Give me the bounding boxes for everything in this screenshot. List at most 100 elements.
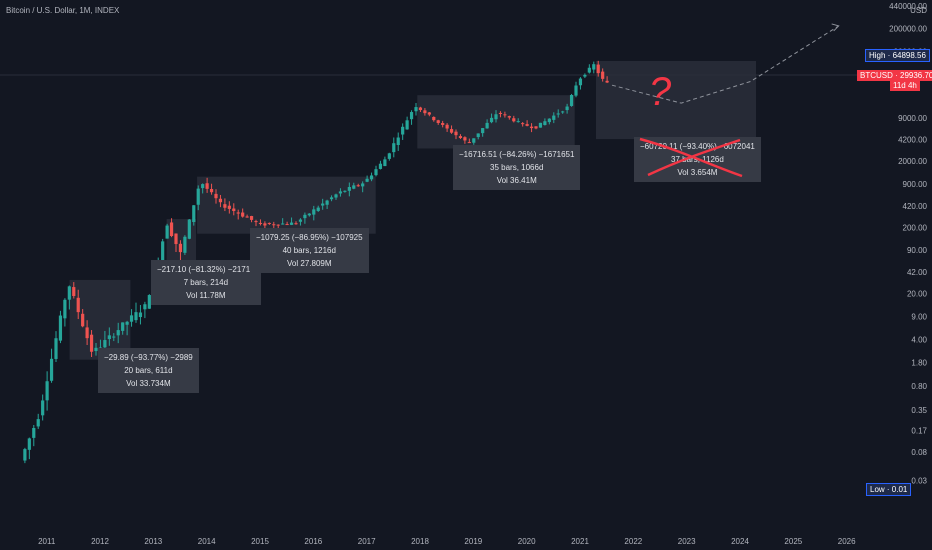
- candle-body: [245, 216, 249, 218]
- candle-body: [583, 74, 587, 77]
- candle-body: [378, 163, 383, 169]
- time-tick-label: 2020: [518, 537, 536, 546]
- high-value: 64898.56: [892, 51, 926, 60]
- candle-body: [129, 315, 134, 322]
- price-tick-label: 9.00: [911, 312, 927, 321]
- candle-body: [565, 106, 569, 111]
- time-axis[interactable]: 2011 2012 2013 2014 2015 2016 2017 2018 2019 2020…: [38, 537, 856, 546]
- candle-body: [449, 129, 454, 133]
- candle-body: [85, 327, 89, 339]
- candle-body: [445, 124, 449, 129]
- candle-body: [298, 219, 303, 222]
- candle-body: [392, 143, 396, 153]
- price-tick-label: 0.35: [911, 406, 927, 415]
- drawdown-volume: Vol 3.654M: [677, 168, 718, 177]
- candle-body: [169, 222, 174, 237]
- currency-label: USD: [910, 6, 927, 15]
- high-price-tag: High · 64898.56: [865, 49, 930, 62]
- candle-body: [592, 64, 596, 70]
- time-tick-label: 2017: [358, 537, 376, 546]
- candle-body: [174, 233, 178, 245]
- candle-body: [556, 113, 560, 115]
- candle-body: [601, 71, 605, 79]
- time-tick-label: 2018: [411, 537, 429, 546]
- candle-body: [529, 126, 534, 129]
- time-tick-label: 2019: [464, 537, 482, 546]
- candle-body: [329, 197, 334, 200]
- drawdown-label-2021: −60720.11 (−93.40%) −6072041 37 bars, 11…: [634, 137, 761, 182]
- drawdown-bars: 37 bars, 1126d: [671, 155, 724, 164]
- low-label: Low: [870, 485, 885, 494]
- candle-body: [494, 114, 498, 120]
- candle-body: [401, 126, 405, 135]
- drawdown-change: −1079.25 (−86.95%) −107925: [256, 233, 363, 242]
- candle-body: [405, 120, 409, 130]
- candle-body: [432, 116, 436, 121]
- time-tick-label: 2011: [38, 537, 56, 546]
- time-tick-label: 2013: [144, 537, 162, 546]
- candle-body: [134, 312, 138, 321]
- time-tick-label: 2025: [784, 537, 802, 546]
- candle-body: [236, 212, 240, 214]
- candle-body: [374, 169, 378, 176]
- candle-body: [316, 207, 320, 211]
- candle-body: [138, 312, 143, 318]
- price-tick-label: 1.80: [911, 359, 927, 368]
- candle-body: [521, 123, 525, 125]
- time-tick-label: 2016: [304, 537, 322, 546]
- candle-body: [121, 322, 125, 331]
- drawdown-change: −29.89 (−93.77%) −2989: [104, 353, 193, 362]
- price-tick-label: 9000.00: [898, 114, 927, 123]
- last-price-tag: BTCUSD · 29936.70: [857, 70, 932, 81]
- candle-body: [578, 78, 583, 86]
- drawdown-change: −60720.11 (−93.40%) −6072041: [640, 142, 755, 151]
- candle-body: [23, 449, 27, 461]
- candle-body: [76, 297, 80, 313]
- drawdown-bars: 35 bars, 1066d: [490, 163, 544, 172]
- candle-body: [596, 64, 600, 74]
- time-tick-label: 2021: [571, 537, 589, 546]
- candle-body: [223, 204, 227, 208]
- drawdown-volume: Vol 36.41M: [496, 176, 537, 185]
- candle-body: [352, 185, 356, 189]
- drawdown-bars: 40 bars, 1216d: [282, 246, 336, 255]
- candle-body: [178, 243, 183, 253]
- candle-body: [205, 183, 209, 189]
- question-mark-annotation: ?: [649, 70, 672, 114]
- price-tick-label: 0.80: [911, 382, 927, 391]
- candle-body: [72, 287, 76, 297]
- candle-body: [147, 295, 151, 309]
- low-value: 0.01: [891, 485, 908, 494]
- time-tick-label: 2014: [198, 537, 216, 546]
- candle-body: [312, 209, 316, 215]
- candle-body: [525, 124, 529, 126]
- candle-body: [414, 107, 418, 112]
- drawdown-volume: Vol 27.809M: [287, 259, 332, 268]
- candle-body: [423, 110, 427, 114]
- drawdown-change: −217.10 (−81.32%) −21710: [157, 265, 255, 274]
- candle-body: [276, 224, 280, 226]
- projection-arrowhead: [831, 23, 840, 32]
- bar-countdown: 11d 4h: [890, 80, 920, 91]
- candle-body: [307, 213, 311, 216]
- candle-body: [396, 137, 400, 146]
- candle-body: [58, 315, 63, 341]
- candle-body: [547, 118, 551, 123]
- candle-body: [383, 159, 387, 167]
- candle-body: [387, 153, 391, 159]
- drawdown-label-2011: −29.89 (−93.77%) −2989 20 bars, 611d Vol…: [98, 348, 199, 393]
- price-tick-label: 0.08: [911, 448, 927, 457]
- candle-body: [605, 80, 609, 83]
- price-tick-label: 420.00: [903, 202, 928, 211]
- candle-body: [232, 208, 236, 212]
- candle-body: [45, 381, 49, 401]
- time-tick-label: 2024: [731, 537, 749, 546]
- candle-body: [41, 400, 45, 416]
- candle-body: [561, 111, 565, 113]
- time-tick-label: 2022: [624, 537, 642, 546]
- candle-body: [476, 133, 480, 138]
- candle-body: [489, 117, 494, 123]
- candle-body: [187, 219, 191, 239]
- candle-body: [165, 225, 169, 239]
